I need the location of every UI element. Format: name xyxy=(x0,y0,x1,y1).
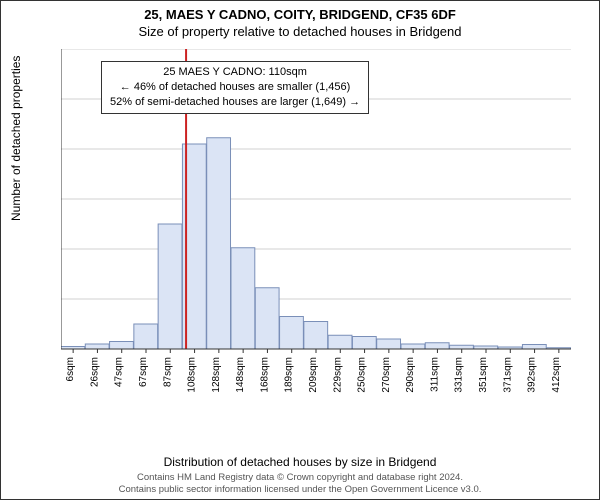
xtick-label: 168sqm xyxy=(259,357,270,393)
xtick-label: 128sqm xyxy=(211,357,222,393)
xtick-label: 412sqm xyxy=(551,357,562,393)
xtick-label: 311sqm xyxy=(429,357,440,392)
histogram-bar xyxy=(377,339,401,349)
xtick-label: 67sqm xyxy=(138,357,149,387)
histogram-bar xyxy=(425,343,449,349)
annotation-line2: ← 46% of detached houses are smaller (1,… xyxy=(110,80,360,95)
histogram-bar xyxy=(207,138,231,349)
histogram-bar xyxy=(134,324,158,349)
footer-line1: Contains HM Land Registry data © Crown c… xyxy=(1,472,599,484)
xtick-label: 26sqm xyxy=(89,357,100,387)
xtick-label: 6sqm xyxy=(65,357,76,381)
xtick-label: 290sqm xyxy=(405,357,416,393)
histogram-bar xyxy=(401,344,425,349)
xtick-label: 209sqm xyxy=(308,357,319,393)
xtick-label: 392sqm xyxy=(527,357,538,393)
histogram-bar xyxy=(522,345,546,350)
histogram-bar xyxy=(352,337,376,350)
xtick-label: 270sqm xyxy=(381,357,392,393)
chart-title-subtitle: Size of property relative to detached ho… xyxy=(1,24,599,39)
histogram-bar xyxy=(158,224,182,349)
xtick-label: 229sqm xyxy=(332,357,343,393)
histogram-bar xyxy=(280,317,304,350)
annotation-line3: 52% of semi-detached houses are larger (… xyxy=(110,95,360,110)
histogram-bar xyxy=(231,248,255,349)
xtick-label: 250sqm xyxy=(357,357,368,393)
histogram-bar xyxy=(255,288,279,349)
xtick-label: 148sqm xyxy=(235,357,246,393)
chart-container: 25, MAES Y CADNO, COITY, BRIDGEND, CF35 … xyxy=(0,0,600,500)
xtick-label: 351sqm xyxy=(478,357,489,393)
x-axis-label: Distribution of detached houses by size … xyxy=(1,455,599,469)
footer-line2: Contains public sector information licen… xyxy=(1,484,599,496)
histogram-bar xyxy=(85,344,109,349)
histogram-bar xyxy=(304,322,328,350)
xtick-label: 47sqm xyxy=(114,357,125,387)
histogram-bar xyxy=(110,342,134,350)
annotation-line1: 25 MAES Y CADNO: 110sqm xyxy=(110,65,360,80)
histogram-bar xyxy=(328,335,352,349)
xtick-label: 371sqm xyxy=(502,357,513,393)
y-axis-label: Number of detached properties xyxy=(9,56,23,221)
xtick-label: 87sqm xyxy=(162,357,173,387)
xtick-label: 331sqm xyxy=(454,357,465,393)
annotation-box: 25 MAES Y CADNO: 110sqm ← 46% of detache… xyxy=(101,61,369,114)
histogram-bar xyxy=(450,345,474,349)
xtick-label: 189sqm xyxy=(284,357,295,393)
footer-attribution: Contains HM Land Registry data © Crown c… xyxy=(1,472,599,496)
chart-title-address: 25, MAES Y CADNO, COITY, BRIDGEND, CF35 … xyxy=(1,7,599,22)
xtick-label: 108sqm xyxy=(187,357,198,393)
